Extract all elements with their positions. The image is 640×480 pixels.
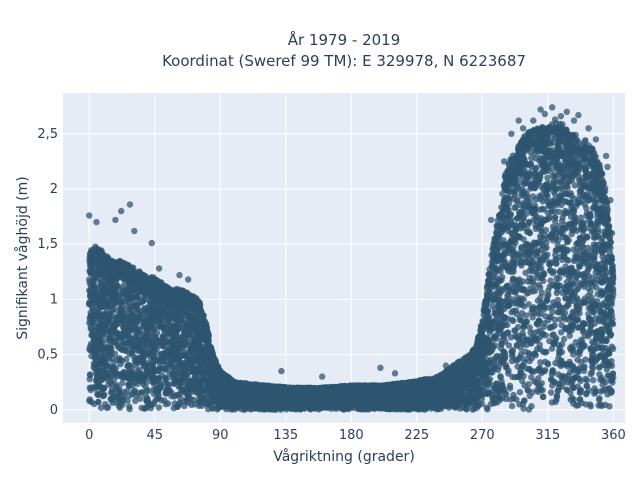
data-point	[587, 403, 594, 410]
data-point	[538, 289, 546, 296]
data-point	[516, 389, 524, 396]
data-point	[547, 389, 555, 396]
data-point	[584, 244, 592, 251]
data-point	[123, 356, 130, 363]
data-point	[102, 401, 109, 408]
data-point	[528, 374, 535, 381]
data-point	[553, 274, 560, 282]
data-point	[97, 404, 105, 411]
data-point	[555, 347, 563, 354]
chart-title-line1: År 1979 - 2019	[288, 30, 401, 49]
data-points	[86, 104, 617, 413]
data-point	[574, 356, 581, 363]
data-point	[537, 284, 544, 291]
data-point	[582, 356, 589, 363]
data-point	[473, 404, 480, 411]
data-point	[560, 335, 568, 343]
data-point	[583, 205, 590, 212]
data-point	[119, 379, 126, 387]
chart-title-line2: Koordinat (Sweref 99 TM): E 329978, N 62…	[162, 52, 526, 70]
data-point	[570, 246, 577, 253]
